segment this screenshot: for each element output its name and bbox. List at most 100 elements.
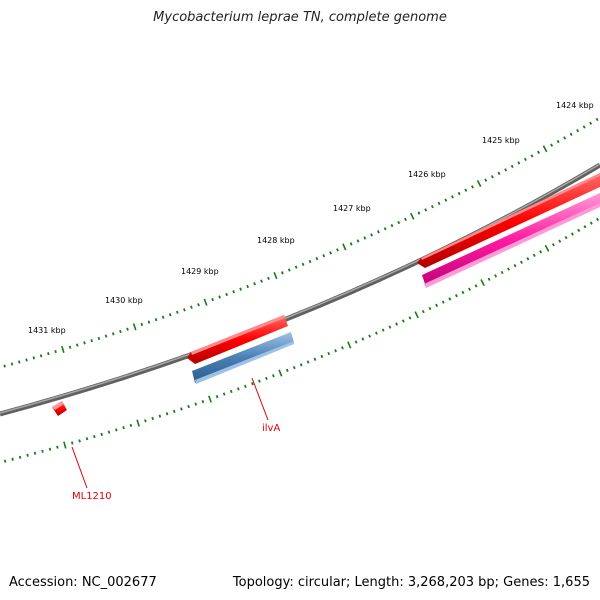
outer-ring-minor-tick xyxy=(260,279,263,283)
outer-ring-minor-tick xyxy=(356,239,360,243)
outer-ring-minor-tick xyxy=(301,262,305,266)
gene-feature-red-large[interactable] xyxy=(417,173,600,268)
outer-ring-minor-tick xyxy=(76,343,79,347)
inner-ring-minor-tick xyxy=(41,449,44,453)
inner-ring-minor-tick xyxy=(354,340,358,344)
inner-ring-minor-tick xyxy=(180,407,183,411)
inner-ring-minor-tick xyxy=(272,374,275,378)
inner-ring-minor-tick xyxy=(158,414,162,418)
inner-ring-minor-tick xyxy=(408,316,412,320)
outer-ring-minor-tick xyxy=(294,265,298,269)
outer-ring-minor-tick xyxy=(83,341,86,345)
outer-ring-minor-tick xyxy=(430,204,434,209)
inner-ring-major-tick xyxy=(480,279,485,287)
inner-ring-major-tick xyxy=(208,395,212,403)
outer-ring-major-tick xyxy=(61,345,65,354)
inner-ring-minor-tick xyxy=(519,260,523,264)
inner-ring-minor-tick xyxy=(589,221,593,225)
outer-ring-minor-tick xyxy=(39,354,43,358)
outer-ring-minor-tick xyxy=(537,150,540,154)
outer-ring-minor-tick xyxy=(349,242,353,246)
outer-ring-minor-tick xyxy=(504,168,508,172)
inner-ring-minor-tick xyxy=(577,228,581,233)
inner-ring-minor-tick xyxy=(306,360,310,364)
inner-ring-minor-tick xyxy=(474,284,478,288)
map-title: Mycobacterium leprae TN, complete genome xyxy=(153,10,447,25)
inner-ring-major-tick xyxy=(63,441,67,449)
inner-ring-minor-tick xyxy=(313,357,317,361)
inner-ring-major-tick xyxy=(136,419,140,427)
inner-ring-minor-tick xyxy=(532,253,536,257)
inner-ring-minor-tick xyxy=(151,416,154,421)
inner-ring-minor-tick xyxy=(33,451,37,455)
inner-ring-minor-tick xyxy=(448,297,452,301)
outer-ring-minor-tick xyxy=(569,132,573,136)
outer-ring-minor-tick xyxy=(329,251,332,255)
outer-ring-minor-tick xyxy=(523,157,527,162)
outer-ring-minor-tick xyxy=(111,332,115,336)
inner-ring-major-tick xyxy=(544,244,550,252)
inner-ring-minor-tick xyxy=(85,437,89,441)
outer-ring-minor-tick xyxy=(517,161,521,165)
outer-ring-minor-tick xyxy=(589,121,593,125)
outer-ring-minor-tick xyxy=(336,248,339,252)
outer-ring-minor-tick xyxy=(550,143,554,147)
inner-ring-minor-tick xyxy=(395,322,398,326)
outer-ring-minor-tick xyxy=(190,305,193,309)
inner-ring-minor-tick xyxy=(558,239,562,243)
outer-ring-minor-tick xyxy=(451,195,454,199)
outer-ring-minor-tick xyxy=(218,295,221,299)
outer-ring-minor-tick xyxy=(582,125,586,129)
gene-feature-pink[interactable] xyxy=(422,193,600,288)
outer-ring-minor-tick xyxy=(484,178,488,182)
gene-feature-red-ml1210[interactable] xyxy=(52,401,67,416)
inner-ring-minor-tick xyxy=(26,453,29,457)
inner-ring-minor-tick xyxy=(107,430,111,434)
outer-ring-minor-tick xyxy=(322,254,326,258)
inner-ring-minor-tick xyxy=(361,337,365,341)
inner-ring-minor-tick xyxy=(285,368,289,372)
inner-ring-minor-tick xyxy=(428,306,432,311)
inner-ring-minor-tick xyxy=(215,394,219,399)
inner-ring-minor-tick xyxy=(251,382,254,386)
scale-label-1430: 1430 kbp xyxy=(105,296,143,305)
inner-ring-minor-tick xyxy=(494,274,498,278)
outer-ring-minor-tick xyxy=(239,287,242,291)
outer-ring-major-tick xyxy=(132,323,137,331)
outer-ring-minor-tick xyxy=(363,236,367,240)
outer-ring-minor-tick xyxy=(287,268,291,272)
outer-ring-minor-tick xyxy=(68,345,72,349)
gene-feature-blue-ilva[interactable] xyxy=(192,332,294,384)
outer-ring-minor-tick xyxy=(54,349,57,354)
inner-ring-minor-tick xyxy=(129,423,133,428)
outer-ring-minor-tick xyxy=(376,230,380,234)
inner-ring-minor-tick xyxy=(122,426,125,430)
outer-ring-minor-tick xyxy=(18,360,21,364)
outer-ring-minor-tick xyxy=(3,364,6,368)
gene-label-ml1210[interactable]: ML1210 xyxy=(72,491,112,502)
outer-ring-minor-tick xyxy=(397,220,401,225)
inner-ring-minor-tick xyxy=(388,325,392,329)
scale-label-1424: 1424 kbp xyxy=(556,101,594,110)
outer-ring-minor-tick xyxy=(576,128,580,133)
outer-ring-minor-tick xyxy=(370,233,373,237)
outer-ring-minor-tick xyxy=(267,276,270,280)
outer-ring-minor-tick xyxy=(437,201,441,206)
scale-label-1427: 1427 kbp xyxy=(333,204,371,213)
outer-ring-minor-tick xyxy=(556,139,560,144)
inner-ring-minor-tick xyxy=(341,346,344,350)
outer-ring-minor-tick xyxy=(232,290,235,294)
gene-feature-red-ilva-forward[interactable] xyxy=(187,315,288,364)
inner-ring-minor-tick xyxy=(258,379,261,383)
gene-label-ilva[interactable]: ilvA xyxy=(262,423,280,434)
outer-ring-minor-tick xyxy=(497,171,501,175)
backbone-arc xyxy=(0,162,600,417)
inner-ring-major-tick xyxy=(278,369,283,377)
outer-ring-minor-tick xyxy=(90,339,93,343)
inner-ring-minor-tick xyxy=(3,459,7,463)
inner-ring-minor-tick xyxy=(375,331,378,335)
inner-ring-minor-tick xyxy=(244,384,247,388)
outer-ring-major-tick xyxy=(476,180,482,187)
outer-ring-minor-tick xyxy=(510,164,514,169)
